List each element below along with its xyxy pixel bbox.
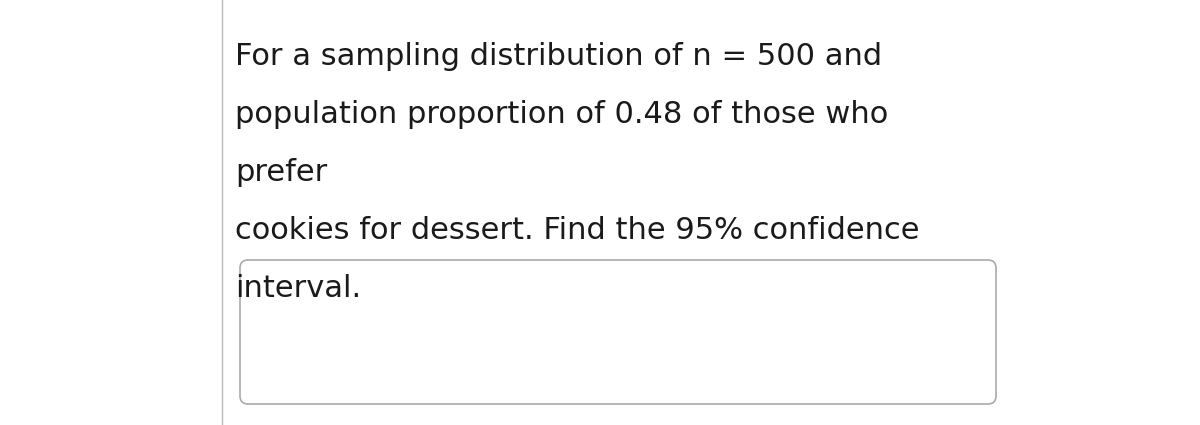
Text: prefer: prefer bbox=[235, 158, 328, 187]
Text: population proportion of 0.48 of those who: population proportion of 0.48 of those w… bbox=[235, 100, 888, 129]
Text: interval.: interval. bbox=[235, 274, 361, 303]
FancyBboxPatch shape bbox=[240, 260, 996, 404]
Text: cookies for dessert. Find the 95% confidence: cookies for dessert. Find the 95% confid… bbox=[235, 216, 919, 245]
Text: For a sampling distribution of n = 500 and: For a sampling distribution of n = 500 a… bbox=[235, 42, 882, 71]
